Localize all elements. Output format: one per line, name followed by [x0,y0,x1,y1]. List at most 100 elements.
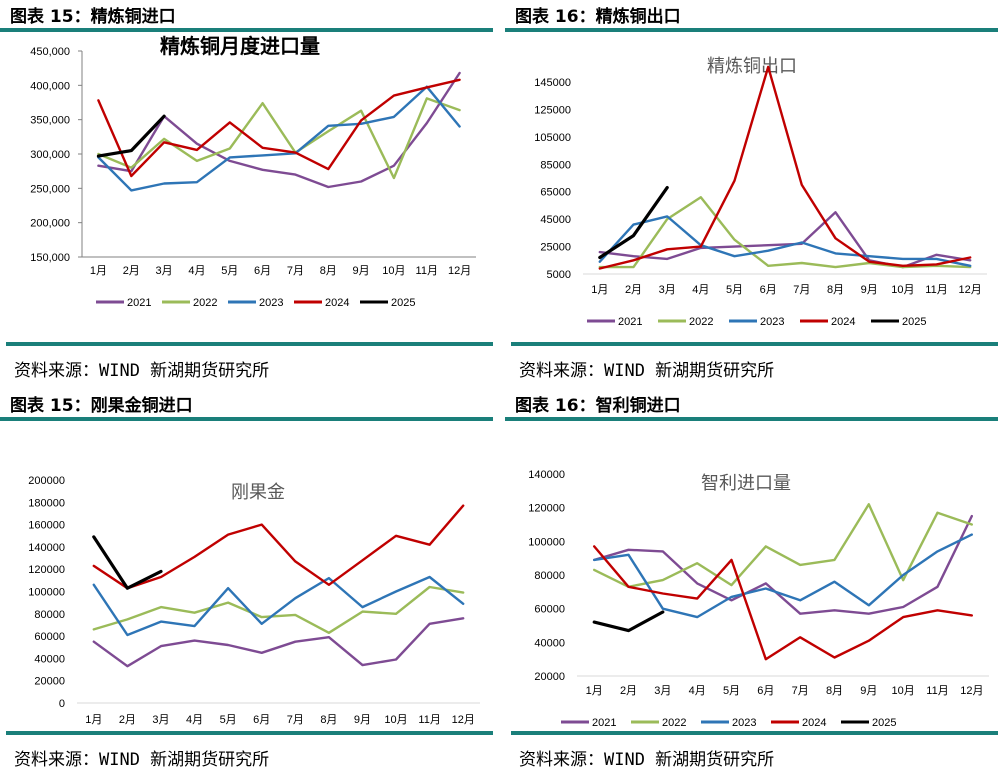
y-tick-label: 250,000 [30,183,70,195]
y-tick-label: 105000 [534,132,571,144]
y-tick-label: 25000 [540,242,571,254]
x-tick-label: 4月 [689,685,706,697]
chart-title: 智利进口量 [701,473,791,494]
y-tick-label: 300,000 [30,149,70,161]
legend-label-2022: 2022 [689,316,713,328]
y-tick-label: 85000 [540,159,571,171]
x-tick-label: 6月 [253,714,270,726]
x-tick-label: 3月 [659,284,676,296]
x-tick-label: 10月 [892,685,915,697]
panel-header: 图表 16：精炼铜出口 [515,7,681,27]
legend-label-2024: 2024 [802,717,826,729]
x-tick-label: 10月 [891,284,914,296]
footer-rule [6,731,493,735]
panel-drc-copper-import: 图表 15：刚果金铜进口 刚果金 0 20000 40000 60000 80000 100… [0,389,493,778]
x-tick-label: 5月 [221,265,238,277]
x-tick-label: 10月 [382,265,405,277]
x-tick-label: 7月 [793,284,810,296]
x-tick-label: 2月 [119,714,136,726]
y-tick-label: 20000 [34,676,65,688]
legend-label-2022: 2022 [193,297,217,309]
series-line-2022 [92,585,465,635]
y-tick-label: 120000 [528,503,565,515]
x-tick-label: 11月 [925,284,947,296]
y-tick-label: 150,000 [30,252,70,264]
y-tick-label: 145000 [534,77,571,89]
series-line-2024 [598,65,972,270]
footer-rule [511,342,998,346]
header-rule [0,417,493,421]
legend-label-2023: 2023 [760,316,784,328]
x-tick-label: 11月 [418,714,440,726]
x-tick-label: 8月 [827,284,844,296]
legend-label-2023: 2023 [259,297,283,309]
y-tick-label: 350,000 [30,115,70,127]
x-tick-label: 3月 [152,714,169,726]
series-line-2022 [592,503,973,589]
x-tick-label: 3月 [156,265,173,277]
legend-label-2021: 2021 [127,297,151,309]
footer-rule [511,731,998,735]
y-tick-label: 140000 [528,469,565,481]
x-tick-label: 11月 [926,685,948,697]
x-tick-label: 4月 [188,265,205,277]
series-line-2021 [97,71,461,189]
x-tick-label: 7月 [792,685,809,697]
x-tick-label: 4月 [186,714,203,726]
x-tick-label: 12月 [452,714,475,726]
x-tick-label: 6月 [760,284,777,296]
panel-refined-copper-import: 图表 15：精炼铜进口 精炼铜月度进口量 150,000 200,000 250,00… [0,0,493,389]
series-line-2025 [592,610,665,633]
series-line-2025 [92,535,163,590]
panel-header: 图表 15：精炼铜进口 [10,7,176,27]
legend-label-2024: 2024 [831,316,855,328]
x-tick-label: 10月 [384,714,407,726]
footer-rule [6,342,493,346]
y-tick-label: 180000 [28,497,65,509]
y-tick-label: 80000 [534,570,565,582]
chart-title: 刚果金 [231,482,285,503]
source-note: 资料来源：WIND 新湖期货研究所 [519,361,775,381]
y-tick-label: 45000 [540,214,571,226]
y-tick-label: 20000 [534,671,565,683]
x-tick-label: 12月 [959,284,982,296]
x-tick-label: 5月 [726,284,743,296]
panel-header: 图表 15：刚果金铜进口 [10,396,193,416]
legend-label-2025: 2025 [872,717,896,729]
series-line-2024 [92,504,465,590]
y-tick-label: 0 [59,698,65,710]
header-rule [505,417,998,421]
x-tick-label: 5月 [723,685,740,697]
y-tick-label: 200,000 [30,218,70,230]
series-line-2022 [97,97,461,180]
x-tick-label: 6月 [757,685,774,697]
series-line-2023 [598,215,972,268]
header-rule [505,28,998,32]
x-tick-label: 2月 [620,685,637,697]
source-note: 资料来源：WIND 新湖期货研究所 [14,750,270,770]
chart-refined-copper-import: 精炼铜月度进口量 150,000 200,000 250,000 300,000 350,… [30,34,476,309]
chart-chile-copper-import: 智利进口量 20000 40000 60000 80000 100000 120000 140… [528,469,989,729]
x-tick-label: 11月 [416,265,438,277]
x-tick-label: 8月 [826,685,843,697]
y-tick-label: 125000 [534,104,571,116]
legend-label-2021: 2021 [592,717,616,729]
source-note: 资料来源：WIND 新湖期货研究所 [519,750,775,770]
x-tick-label: 9月 [861,284,878,296]
y-tick-label: 5000 [547,269,571,281]
x-tick-label: 5月 [220,714,237,726]
series-line-2025 [598,186,669,260]
legend-label-2021: 2021 [618,316,642,328]
y-tick-label: 160000 [28,520,65,532]
y-tick-label: 140000 [28,542,65,554]
y-tick-label: 80000 [34,609,65,621]
panel-refined-copper-export: 图表 16：精炼铜出口 精炼铜出口 5000 25000 45000 65000 8500… [505,0,998,389]
y-tick-label: 60000 [534,604,565,616]
panel-header: 图表 16：智利铜进口 [515,396,681,416]
x-tick-label: 3月 [654,685,671,697]
x-tick-label: 2月 [123,265,140,277]
series-line-2025 [96,114,166,158]
x-tick-label: 7月 [287,265,304,277]
y-tick-label: 200000 [28,475,65,487]
chart-refined-copper-export: 精炼铜出口 5000 25000 45000 65000 85000 105000 12500… [534,56,987,328]
